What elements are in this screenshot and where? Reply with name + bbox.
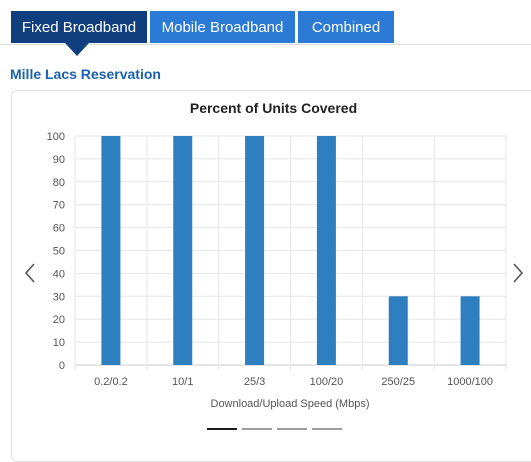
bar-250/25 bbox=[388, 296, 408, 365]
chevron-left-icon bbox=[24, 263, 35, 283]
active-tab-indicator bbox=[65, 43, 89, 56]
carousel-prev-button[interactable] bbox=[22, 262, 40, 284]
tab-fixed-broadband[interactable]: Fixed Broadband bbox=[11, 11, 147, 43]
carousel-dot[interactable] bbox=[277, 428, 307, 430]
bar-100/20 bbox=[316, 136, 336, 365]
bar-chart: 0 10 20 30 40 50 60 70 80 90 100 0.2/0.2 10/1 25/3 10… bbox=[47, 131, 507, 410]
tab-bar: Fixed Broadband Mobile Broadband Combine… bbox=[0, 0, 531, 45]
tab-mobile-broadband[interactable]: Mobile Broadband bbox=[150, 11, 295, 43]
tab-combined[interactable]: Combined bbox=[298, 11, 394, 43]
x-tick-label: 25/3 bbox=[244, 376, 265, 388]
tab-label: Mobile Broadband bbox=[161, 18, 284, 36]
y-tick-label: 0 bbox=[59, 360, 65, 372]
y-tick-label: 20 bbox=[53, 314, 65, 326]
y-tick-label: 30 bbox=[53, 291, 65, 303]
y-tick-label: 40 bbox=[53, 268, 65, 280]
tab-label: Combined bbox=[311, 18, 381, 36]
chart-bars bbox=[101, 136, 480, 365]
carousel-dot[interactable] bbox=[207, 428, 237, 430]
x-tick-label: 100/20 bbox=[310, 376, 344, 388]
x-tick-label: 0.2/0.2 bbox=[94, 376, 128, 388]
bar-1000/100 bbox=[460, 296, 480, 365]
bar-25/3 bbox=[245, 136, 265, 365]
chevron-right-icon bbox=[513, 263, 524, 283]
chart-grid bbox=[74, 135, 507, 370]
y-tick-label: 10 bbox=[53, 337, 65, 349]
x-tick-label: 10/1 bbox=[172, 376, 193, 388]
y-tick-label: 50 bbox=[53, 246, 65, 258]
y-tick-labels: 0 10 20 30 40 50 60 70 80 90 100 bbox=[47, 131, 65, 372]
chart-title: Percent of Units Covered bbox=[189, 100, 358, 116]
carousel-dot[interactable] bbox=[312, 428, 342, 430]
y-tick-label: 60 bbox=[53, 223, 65, 235]
tab-label: Fixed Broadband bbox=[21, 18, 137, 36]
carousel-pagination bbox=[207, 428, 342, 430]
y-tick-label: 90 bbox=[53, 154, 65, 166]
y-tick-label: 100 bbox=[47, 131, 65, 143]
location-title: Mille Lacs Reservation bbox=[10, 66, 161, 82]
carousel-dot[interactable] bbox=[242, 428, 272, 430]
bar-0.2/0.2 bbox=[101, 136, 121, 365]
x-tick-labels: 0.2/0.2 10/1 25/3 100/20 250/25 1000/100 bbox=[94, 376, 493, 388]
y-tick-label: 70 bbox=[53, 200, 65, 212]
carousel-next-button[interactable] bbox=[509, 262, 527, 284]
x-tick-label: 1000/100 bbox=[447, 376, 493, 388]
y-tick-label: 80 bbox=[53, 177, 65, 189]
chart-card bbox=[11, 90, 531, 462]
bar-10/1 bbox=[173, 136, 193, 365]
x-axis-label: Download/Upload Speed (Mbps) bbox=[211, 398, 370, 410]
x-tick-label: 250/25 bbox=[381, 376, 415, 388]
